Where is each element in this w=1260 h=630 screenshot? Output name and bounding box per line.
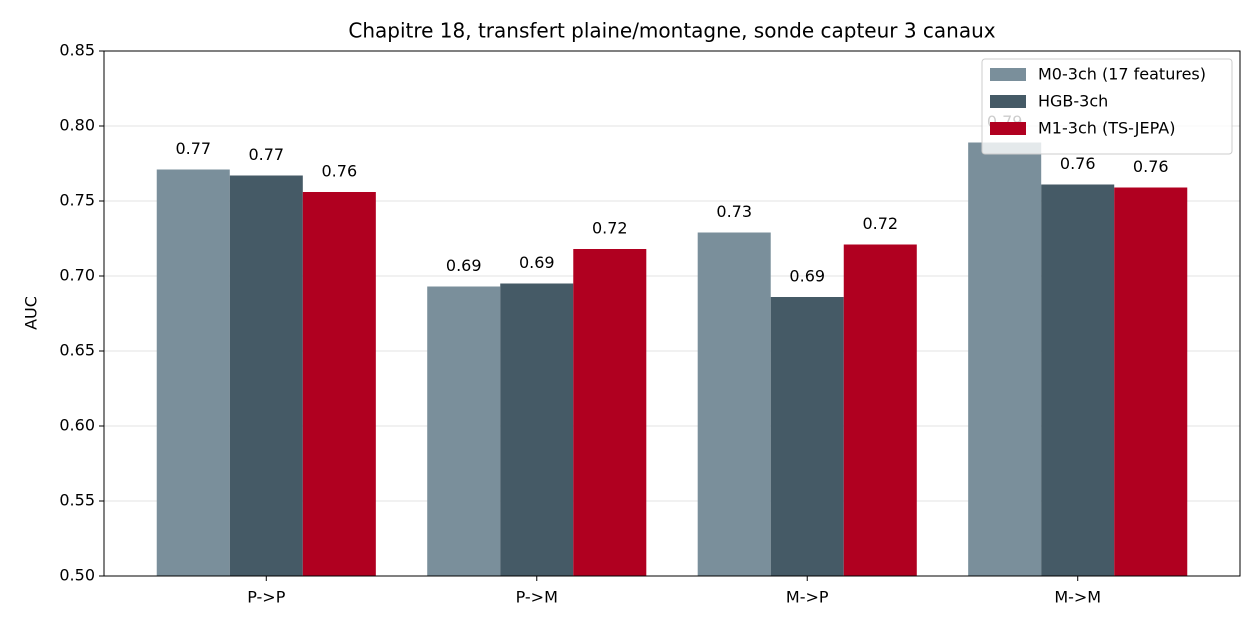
bar [229,175,303,576]
y-tick-label: 0.75 [59,191,95,210]
value-label: 0.69 [789,267,825,286]
x-tick-label: M->P [786,588,829,607]
bar [770,297,844,576]
x-tick-label: P->P [247,588,285,607]
bar [1114,187,1188,576]
y-tick-label: 0.65 [59,341,95,360]
bar [156,169,230,576]
bar [843,244,917,576]
x-tick-label: M->M [1054,588,1101,607]
legend-box [981,58,1233,155]
bar [427,286,501,576]
value-label: 0.69 [519,253,555,272]
bar [500,283,574,576]
value-label: 0.72 [862,214,898,233]
plot-frame [103,50,1241,577]
value-label: 0.77 [175,139,211,158]
legend-swatch [990,122,1026,135]
bar [968,142,1042,576]
value-label: 0.72 [592,219,628,238]
value-label: 0.76 [1133,157,1169,176]
y-tick-label: 0.50 [59,566,95,585]
x-tick-label: P->M [516,588,558,607]
y-tick-label: 0.55 [59,491,95,510]
value-label: 0.69 [446,256,482,275]
legend-label: M1-3ch (TS-JEPA) [1038,119,1175,138]
legend-swatch [990,95,1026,108]
y-tick-label: 0.80 [59,116,95,135]
value-label: 0.76 [1060,154,1096,173]
value-label: 0.73 [716,202,752,221]
y-axis-label: AUC [22,296,41,330]
legend-swatch [990,68,1026,81]
y-tick-label: 0.85 [59,41,95,60]
chart-title: Chapitre 18, transfert plaine/montagne, … [348,19,995,43]
value-label: 0.77 [248,145,284,164]
y-tick-label: 0.60 [59,416,95,435]
y-tick-label: 0.70 [59,266,95,285]
legend-label: M0-3ch (17 features) [1038,65,1206,84]
bar [697,232,771,576]
bar [302,192,376,576]
legend-label: HGB-3ch [1038,92,1108,111]
bar [1041,184,1115,576]
value-label: 0.76 [322,162,358,181]
bar [573,249,647,576]
